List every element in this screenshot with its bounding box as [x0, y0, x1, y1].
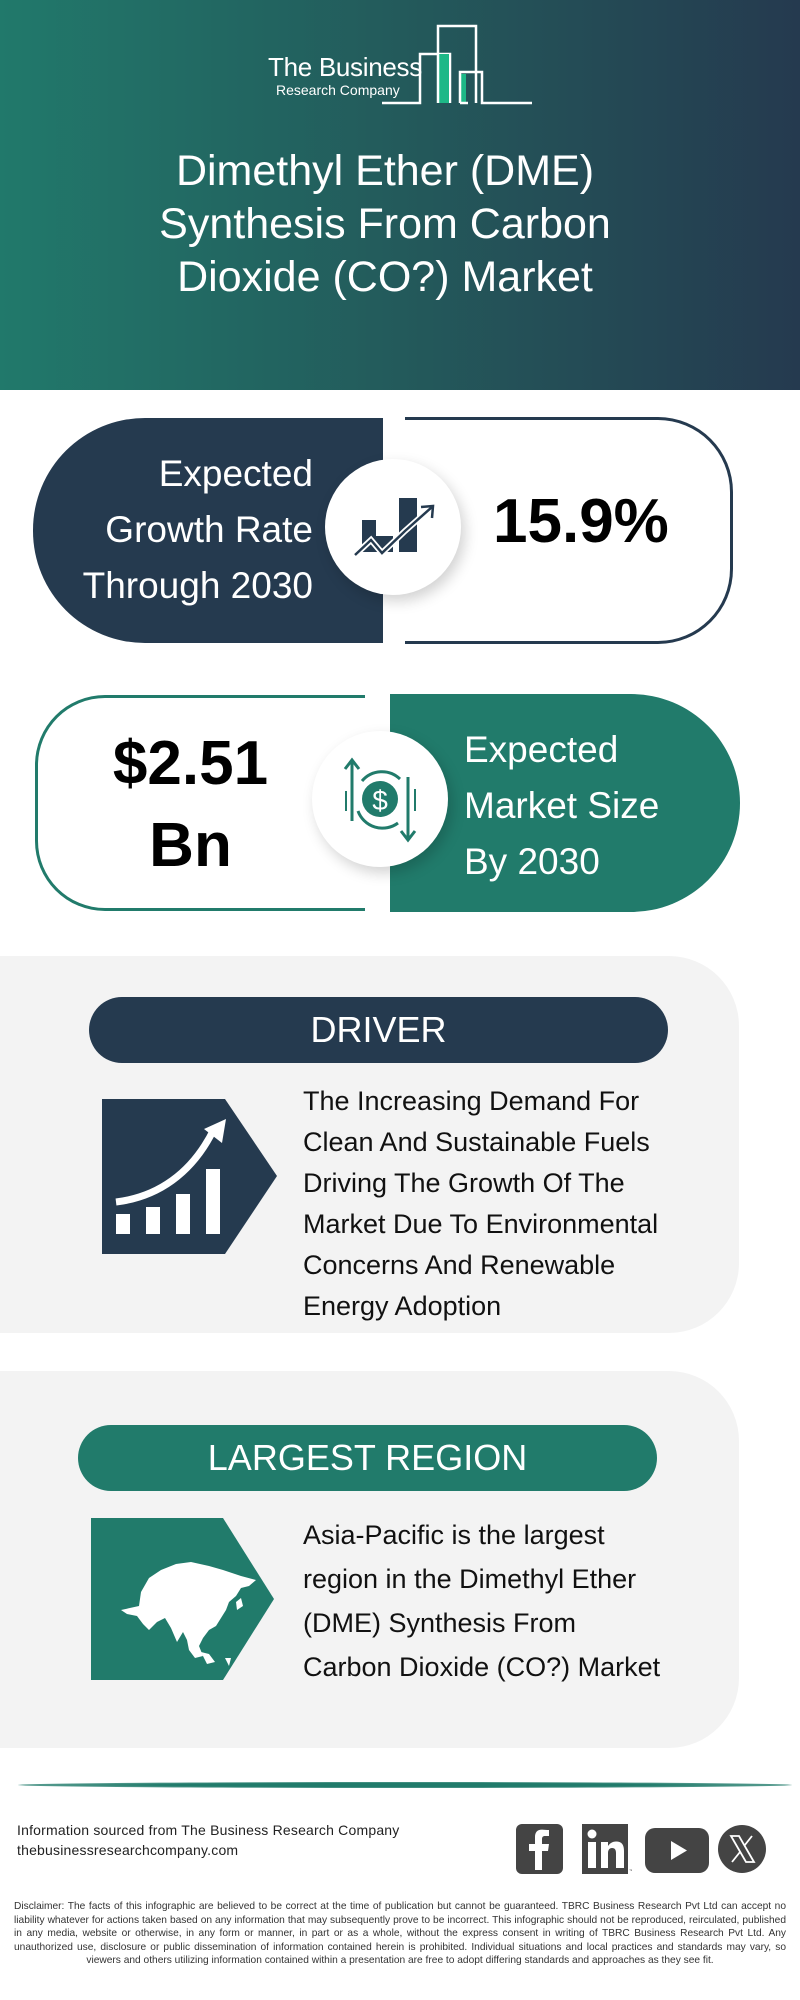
rising-bar-chart-icon — [102, 1099, 277, 1254]
label-line: Through 2030 — [82, 565, 313, 606]
growth-rate-value-card: 15.9% — [405, 417, 733, 644]
text-line: Concerns And Renewable — [303, 1250, 616, 1280]
driver-heading: DRIVER — [89, 997, 668, 1063]
svg-text:™: ™ — [629, 1868, 632, 1873]
page-title: Dimethyl Ether (DME) Synthesis From Carb… — [0, 145, 770, 304]
market-size-value: $2.51 Bn — [38, 723, 343, 887]
logo-text-line1: The Business — [268, 52, 422, 82]
label-line: Expected — [464, 729, 619, 770]
text-line: Market Due To Environmental — [303, 1209, 659, 1239]
growth-icon-badge — [325, 459, 461, 595]
text-line: region in the Dimethyl Ether — [303, 1564, 637, 1594]
text-line: Asia-Pacific is the largest — [303, 1520, 605, 1550]
growth-rate-label-card: Expected Growth Rate Through 2030 — [33, 418, 383, 643]
driver-description: The Increasing Demand For Clean And Sust… — [303, 1081, 723, 1327]
facebook-icon[interactable] — [516, 1824, 563, 1874]
text-line: Carbon Dioxide (CO?) Market — [303, 1652, 661, 1682]
x-icon[interactable] — [717, 1824, 767, 1874]
label-line: Growth Rate — [105, 509, 313, 550]
market-size-label: Expected Market Size By 2030 — [464, 722, 659, 890]
svg-text:$: $ — [372, 785, 388, 816]
text-line: Energy Adoption — [303, 1291, 502, 1321]
linkedin-icon[interactable]: ™ — [582, 1824, 632, 1874]
market-size-icon-badge: $ — [312, 731, 448, 867]
company-logo[interactable]: The Business Research Company — [264, 22, 544, 108]
region-heading: LARGEST REGION — [78, 1425, 657, 1491]
label-line: By 2030 — [464, 841, 600, 882]
text-line: (DME) Synthesis From — [303, 1608, 577, 1638]
text-line: Driving The Growth Of The — [303, 1168, 625, 1198]
website-link[interactable]: thebusinessresearchcompany.com — [17, 1842, 239, 1858]
title-line: Dimethyl Ether (DME) — [175, 147, 595, 195]
title-line: Synthesis From Carbon — [159, 200, 611, 248]
disclaimer-text: Disclaimer: The facts of this infographi… — [14, 1901, 786, 1966]
label-line: Expected — [158, 453, 313, 494]
driver-section: DRIVER The Increasing Demand For Clean A… — [0, 956, 739, 1333]
region-description: Asia-Pacific is the largest region in th… — [303, 1513, 733, 1689]
market-size-value-card: $2.51 Bn — [35, 695, 365, 911]
dollar-exchange-icon: $ — [343, 757, 417, 843]
logo-buildings-icon — [382, 24, 532, 105]
growth-chart-icon — [352, 498, 435, 558]
asia-map-icon — [91, 1518, 274, 1680]
text-line: The Increasing Demand For — [303, 1086, 640, 1116]
logo-text-line2: Research Company — [276, 82, 400, 98]
youtube-icon[interactable] — [645, 1828, 709, 1873]
source-line: Information sourced from The Business Re… — [17, 1822, 400, 1838]
value-line: Bn — [149, 811, 232, 880]
header-banner: The Business Research Company Dimethyl E… — [0, 0, 800, 390]
market-size-label-card: Expected Market Size By 2030 — [390, 694, 740, 912]
title-line: Dioxide (CO?) Market — [177, 253, 593, 301]
footer-divider — [18, 1782, 792, 1788]
label-line: Market Size — [464, 785, 660, 826]
value-line: $2.51 — [112, 729, 269, 798]
largest-region-section: LARGEST REGION Asia-Pacific is the large… — [0, 1371, 739, 1748]
growth-rate-value: 15.9% — [493, 487, 669, 556]
text-line: Clean And Sustainable Fuels — [303, 1127, 650, 1157]
source-info: Information sourced from The Business Re… — [17, 1820, 400, 1860]
growth-rate-label: Expected Growth Rate Through 2030 — [83, 446, 313, 614]
